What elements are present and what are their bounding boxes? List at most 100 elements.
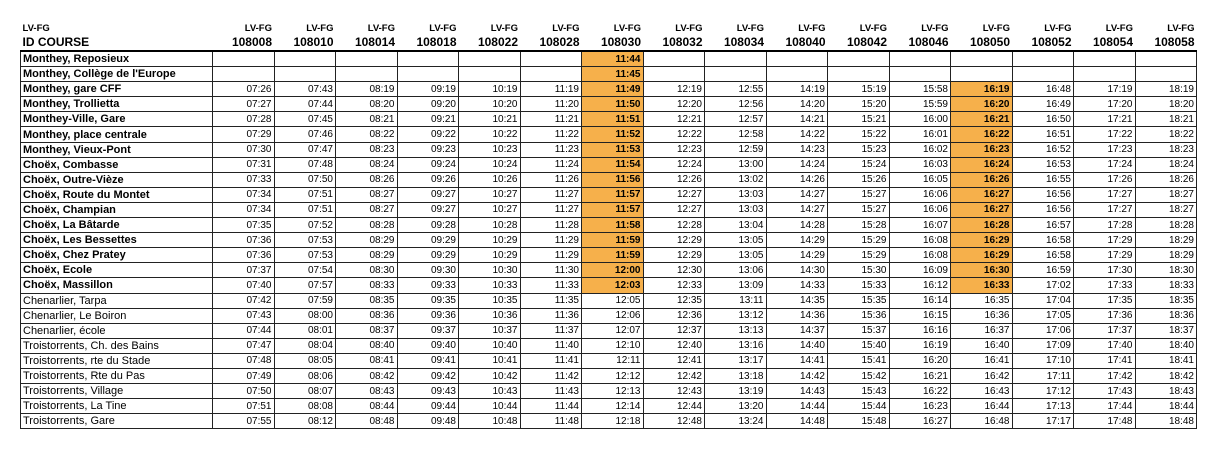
operator: LV-FG — [490, 23, 518, 34]
time: 11:41 — [519, 352, 582, 369]
time: 08:22 — [335, 126, 398, 143]
time: 08:30 — [335, 262, 398, 279]
time: 14:19 — [765, 81, 828, 98]
time: 07:51 — [273, 186, 336, 203]
time: 10:42 — [458, 367, 521, 385]
time: 11:40 — [519, 337, 582, 354]
time: 07:48 — [273, 156, 336, 173]
course-id: 108046 — [889, 34, 951, 52]
time: 16:49 — [1011, 96, 1074, 113]
time: 11:21 — [519, 111, 582, 128]
time: 15:26 — [827, 171, 890, 188]
time: 07:44 — [273, 96, 336, 113]
time: 14:41 — [765, 352, 828, 369]
time: 10:29 — [458, 247, 521, 264]
time: 08:08 — [273, 398, 336, 415]
stop-name: Troistorrents, Village — [20, 383, 213, 400]
time: 17:27 — [1073, 186, 1136, 203]
time: 17:10 — [1011, 352, 1074, 369]
time: 09:27 — [396, 201, 459, 219]
time: 09:41 — [396, 352, 459, 369]
time: 07:55 — [212, 413, 275, 430]
stop-row: Choëx, Massillon 07:40 07:57 08:33 09:33 10:3… — [20, 277, 1197, 294]
time: 12:43 — [642, 383, 705, 400]
time: 12:18 — [581, 413, 644, 430]
time: 12:07 — [581, 322, 644, 339]
time: 09:29 — [396, 232, 459, 249]
time: 12:10 — [581, 337, 644, 354]
time: 07:43 — [212, 307, 275, 324]
time: 13:02 — [704, 171, 767, 188]
time: 16:05 — [888, 171, 951, 188]
time: 07:51 — [273, 201, 336, 219]
time: 14:33 — [765, 277, 828, 294]
time: 11:28 — [519, 217, 582, 234]
time: 14:29 — [765, 232, 828, 249]
time: 15:27 — [827, 201, 890, 219]
time: 14:37 — [765, 322, 828, 339]
time: 10:29 — [458, 232, 521, 249]
time: 09:35 — [396, 292, 459, 309]
operator: LV-FG — [22, 23, 50, 34]
time: 16:21 — [950, 111, 1013, 128]
time: 08:20 — [335, 96, 398, 113]
time: 11:57 — [581, 201, 644, 219]
stop-row: Monthey, Reposieux 11:44 — [20, 50, 1197, 68]
time: 08:01 — [273, 322, 336, 339]
time: 07:57 — [273, 277, 336, 294]
time: 12:58 — [704, 126, 767, 143]
operator: LV-FG — [736, 23, 764, 34]
time: 16:52 — [1011, 141, 1074, 158]
time: 16:55 — [1011, 171, 1074, 188]
time: 13:04 — [704, 217, 767, 234]
stop-row: Chenarlier, Le Boiron 07:43 08:00 08:36 09:3… — [20, 307, 1197, 324]
time: 16:56 — [1011, 201, 1074, 219]
empty-cell — [888, 66, 951, 83]
time: 18:43 — [1134, 383, 1197, 400]
time: 10:27 — [458, 186, 521, 203]
time: 16:06 — [888, 186, 951, 203]
time: 13:03 — [704, 201, 767, 219]
time: 17:28 — [1073, 217, 1136, 234]
time: 11:19 — [519, 81, 582, 98]
time: 11:29 — [519, 247, 582, 264]
stop-row: Troistorrents, Gare 07:55 08:12 08:48 09:48 1… — [20, 413, 1197, 430]
time: 10:30 — [458, 262, 521, 279]
time: 16:56 — [1011, 186, 1074, 203]
time: 11:49 — [581, 81, 644, 98]
time: 11:45 — [581, 66, 644, 83]
operator: LV-FG — [675, 23, 703, 34]
course-id: 108030 — [581, 34, 643, 52]
stop-name: Choëx, Les Bessettes — [20, 232, 213, 249]
time: 16:43 — [950, 383, 1013, 400]
empty-cell — [212, 66, 275, 83]
time: 13:17 — [704, 352, 767, 369]
time: 16:58 — [1011, 232, 1074, 249]
stop-row: Choëx, Route du Montet 07:34 07:51 08:27 09:… — [20, 186, 1197, 203]
time: 18:21 — [1134, 111, 1197, 128]
time: 11:43 — [519, 383, 582, 400]
time: 10:36 — [458, 307, 521, 324]
time: 18:33 — [1134, 277, 1197, 294]
time: 10:22 — [458, 126, 521, 143]
course-id: 108014 — [335, 34, 397, 52]
time: 17:02 — [1011, 277, 1074, 294]
time: 18:41 — [1134, 352, 1197, 369]
time: 17:11 — [1011, 367, 1074, 385]
time: 15:27 — [827, 186, 890, 203]
stop-name: Monthey-Ville, Gare — [20, 111, 213, 128]
stop-name: Monthey, Collège de l'Europe — [20, 66, 213, 83]
time: 10:41 — [458, 352, 521, 369]
time: 11:37 — [519, 322, 582, 339]
time: 08:28 — [335, 217, 398, 234]
time: 12:29 — [642, 247, 705, 264]
time: 08:33 — [335, 277, 398, 294]
operator: LV-FG — [1044, 23, 1072, 34]
time: 16:33 — [950, 277, 1013, 294]
time: 18:36 — [1134, 307, 1197, 324]
time: 18:35 — [1134, 292, 1197, 309]
time: 09:42 — [396, 367, 459, 385]
empty-cell — [1011, 50, 1074, 68]
operator: LV-FG — [429, 23, 457, 34]
time: 07:51 — [212, 398, 275, 415]
